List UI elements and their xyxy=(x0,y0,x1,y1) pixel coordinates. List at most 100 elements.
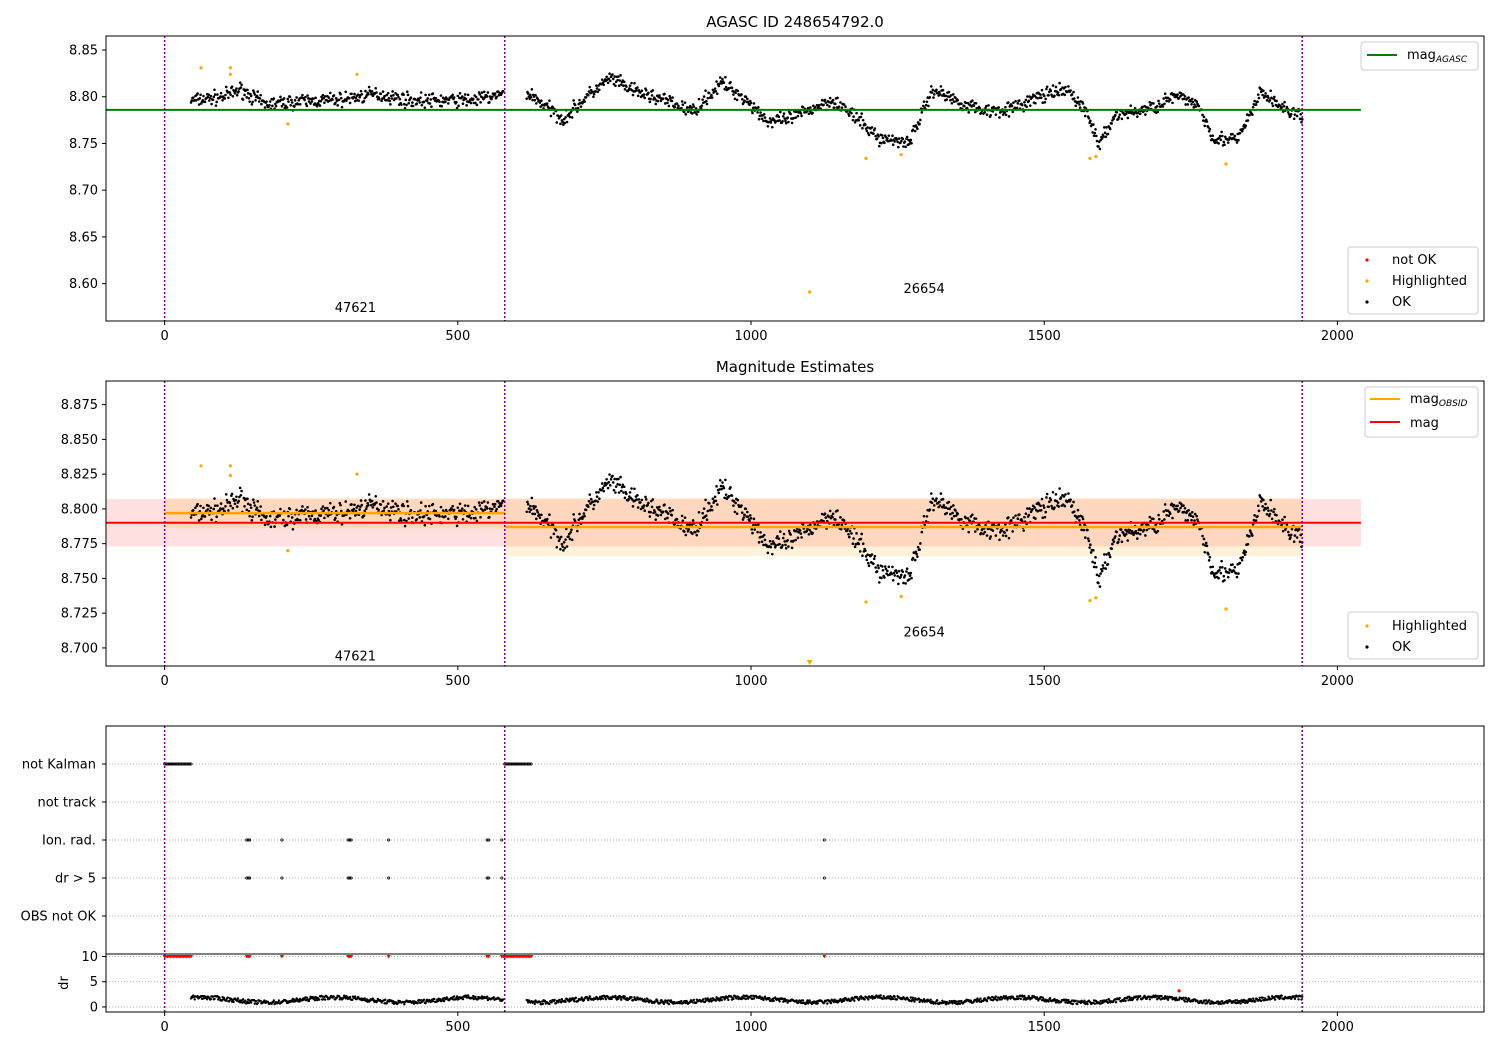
data-point-ok xyxy=(1149,103,1152,107)
data-point-ok xyxy=(245,508,249,512)
data-point-ok xyxy=(350,503,353,506)
dr-point xyxy=(363,997,366,1000)
data-point-ok xyxy=(979,531,983,535)
data-point-ok xyxy=(1024,98,1028,102)
data-point-ok xyxy=(317,518,320,522)
data-point-ok xyxy=(621,483,625,487)
y-tick-label: 8.850 xyxy=(61,433,98,448)
data-point-ok xyxy=(268,100,272,103)
dr-clipped-marker xyxy=(189,955,194,959)
legend-label-mag: mag xyxy=(1410,416,1439,431)
data-point-ok xyxy=(716,92,719,96)
data-point-ok xyxy=(880,141,883,145)
data-point-ok xyxy=(1120,117,1124,121)
data-point-ok xyxy=(263,106,267,109)
data-point-ok xyxy=(1089,551,1093,554)
dr-point xyxy=(694,1001,698,1005)
data-point-ok xyxy=(639,91,642,94)
data-point-ok xyxy=(304,102,308,106)
data-point-ok xyxy=(932,508,935,512)
data-point-ok xyxy=(480,91,484,94)
data-point-ok xyxy=(719,484,723,488)
data-point-ok xyxy=(1087,116,1091,120)
dr-point xyxy=(1183,1000,1187,1003)
data-point-ok xyxy=(321,93,325,97)
legend-label-ok: OK xyxy=(1392,295,1411,310)
data-point-ok xyxy=(392,505,395,509)
data-point-ok xyxy=(1058,81,1061,85)
data-point-ok xyxy=(813,105,817,109)
data-point-ok xyxy=(847,532,850,536)
data-point-ok xyxy=(631,505,635,508)
data-point-ok xyxy=(616,482,619,486)
data-point-ok xyxy=(419,501,423,504)
data-point-ok xyxy=(600,488,603,492)
data-point-ok xyxy=(705,99,708,103)
data-point-ok xyxy=(363,509,367,513)
data-point-ok xyxy=(1114,113,1117,117)
dr-point xyxy=(996,999,999,1002)
data-point-ok xyxy=(221,507,225,510)
data-point-ok xyxy=(647,91,650,95)
data-point-ok xyxy=(704,498,707,502)
data-point-ok xyxy=(613,75,616,78)
data-point-ok xyxy=(886,137,889,140)
data-point-ok xyxy=(694,111,697,114)
data-point-ok xyxy=(1115,530,1119,534)
data-point-ok xyxy=(636,493,639,497)
data-point-ok xyxy=(944,506,948,509)
data-point-ok xyxy=(389,94,393,98)
data-point-ok xyxy=(1282,104,1286,108)
data-point-ok xyxy=(552,532,556,536)
dr-point xyxy=(313,999,317,1002)
data-point-ok xyxy=(1004,534,1008,538)
dr-point xyxy=(424,1001,427,1005)
data-point-ok xyxy=(1201,119,1205,122)
data-point-ok xyxy=(939,85,943,88)
data-point-ok xyxy=(210,518,213,522)
data-point-ok xyxy=(212,95,216,99)
data-point-ok xyxy=(688,523,691,527)
data-point-ok xyxy=(1053,94,1056,98)
data-point-ok xyxy=(666,512,670,515)
data-point-ok xyxy=(279,507,282,511)
data-point-ok xyxy=(424,93,427,97)
data-point-ok xyxy=(1034,101,1037,105)
data-point-ok xyxy=(548,99,551,102)
data-point-ok xyxy=(1231,132,1234,136)
data-point-ok xyxy=(249,503,252,507)
data-point-ok xyxy=(642,93,646,96)
data-point-ok xyxy=(985,104,988,108)
data-point-ok xyxy=(1179,502,1183,506)
data-point-ok xyxy=(429,98,433,101)
data-point-ok xyxy=(768,117,772,120)
data-point-ok xyxy=(562,540,566,544)
data-point-ok xyxy=(1220,559,1223,563)
data-point-ok xyxy=(1273,95,1276,99)
data-point-ok xyxy=(1083,114,1087,118)
data-point-ok xyxy=(1077,515,1080,518)
dr-point xyxy=(727,998,730,1002)
data-point-ok xyxy=(938,504,942,507)
data-point-ok xyxy=(1194,105,1198,108)
dr-clipped-marker xyxy=(486,955,491,959)
data-point-ok xyxy=(1218,568,1221,572)
legend-label-mag-obsid: mag xyxy=(1410,392,1439,407)
data-point-ok xyxy=(488,95,492,98)
data-point-ok xyxy=(415,102,419,105)
dr-point xyxy=(587,998,590,1002)
dr-point xyxy=(808,999,811,1002)
data-point-ok xyxy=(901,570,905,574)
data-point-ok xyxy=(202,94,205,98)
data-point-ok xyxy=(1189,514,1193,518)
dr-point xyxy=(1219,1002,1223,1006)
data-point-ok xyxy=(1162,97,1165,100)
data-point-ok xyxy=(438,100,441,104)
data-point-ok xyxy=(419,509,422,512)
data-point-ok xyxy=(696,110,700,114)
y-tick-label: 8.725 xyxy=(61,607,98,622)
data-point-ok xyxy=(842,519,846,522)
data-point-ok xyxy=(1106,132,1110,136)
data-point-ok xyxy=(930,91,934,94)
flag-marker xyxy=(248,876,252,880)
